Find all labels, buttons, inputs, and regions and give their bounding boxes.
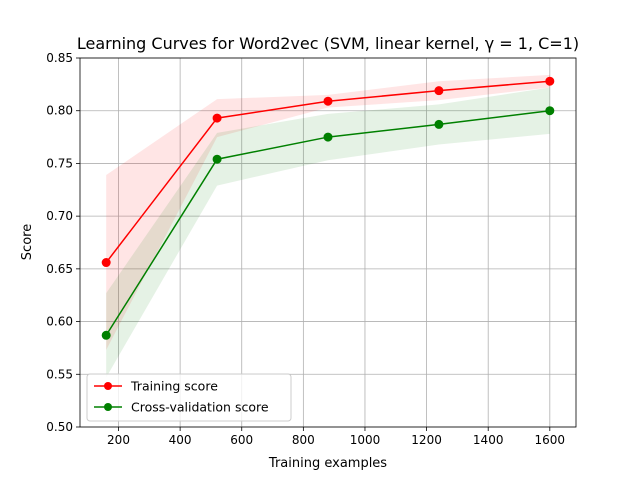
legend-label: Training score (130, 379, 218, 394)
axes-frame (79, 57, 577, 428)
y-tick-label: 0.75 (46, 156, 73, 170)
x-tick-label: 200 (107, 433, 130, 447)
y-axis-label: Score (20, 224, 35, 260)
data-point (101, 330, 111, 340)
data-point (434, 119, 444, 129)
legend: Training score Cross-validation score (86, 373, 292, 422)
x-tick-label: 400 (169, 433, 192, 447)
x-tick-label: 1000 (350, 433, 381, 447)
x-tick-label: 1400 (473, 433, 504, 447)
x-tick-label: 1200 (411, 433, 442, 447)
data-point (545, 76, 555, 86)
y-tick-label: 0.85 (46, 51, 73, 65)
y-tick-label: 0.50 (46, 420, 73, 434)
data-point (323, 96, 333, 106)
data-point (212, 113, 222, 123)
x-axis-label: Training examples (268, 456, 387, 471)
y-tick-label: 0.70 (46, 209, 73, 223)
y-tick-label: 0.55 (46, 367, 73, 381)
x-tick-label: 600 (230, 433, 253, 447)
y-tick-label: 0.80 (46, 104, 73, 118)
x-tick-label: 1600 (535, 433, 566, 447)
legend-marker (104, 382, 112, 390)
x-tick-label: 800 (292, 433, 315, 447)
data-point (212, 154, 222, 164)
legend-box (86, 373, 292, 422)
data-point (434, 86, 444, 96)
chart-title: Learning Curves for Word2vec (SVM, linea… (77, 34, 579, 53)
plot-area: 200 400 600 800 1000 1200 1400 1600 0.50 0.55 0.60… (46, 51, 577, 447)
data-point (323, 132, 333, 142)
y-tick-label: 0.60 (46, 315, 73, 329)
y-tick-label: 0.65 (46, 262, 73, 276)
axes-background (80, 58, 576, 427)
data-point (101, 258, 111, 268)
legend-label: Cross-validation score (131, 400, 269, 415)
legend-marker (104, 403, 112, 411)
data-point (545, 106, 555, 116)
